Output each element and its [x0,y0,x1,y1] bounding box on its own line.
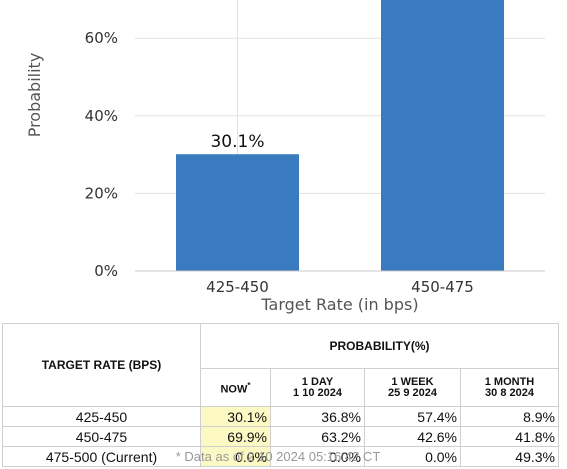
col-header-1-week: 1 WEEK 25 9 2024 [364,368,461,407]
bar [381,0,504,272]
y-tick-label: 20% [85,184,118,202]
rate-cell: 450-475 [2,426,201,447]
x-axis-title: Target Rate (in bps) [260,295,418,314]
one-week-cell: 42.6% [364,426,461,447]
one-month-cell: 8.9% [460,406,559,427]
bar [176,154,299,271]
target-rate-header: TARGET RATE (BPS) [2,323,201,407]
one-month-cell: 41.8% [460,426,559,447]
y-tick-label: 40% [85,107,118,125]
col-header-now: NOW* [200,368,271,407]
one-week-cell: 0.0% [364,446,461,467]
now-cell: 69.9% [200,426,271,447]
one-day-cell: 36.8% [270,406,365,427]
rate-cell: 425-450 [2,406,201,427]
one-day-cell: 63.2% [270,426,365,447]
now-cell: 30.1% [200,406,271,427]
table-row: 450-475 69.9% 63.2% 42.6% 41.8% [2,426,559,447]
table-row: 425-450 30.1% 36.8% 57.4% 8.9% [2,406,559,427]
y-axis-title: Probability [25,53,44,138]
col-header-1-month: 1 MONTH 30 8 2024 [460,368,559,407]
x-tick-label: 450-475 [411,278,474,296]
rate-cell: 475-500 (Current) [2,446,201,467]
col-header-1-day: 1 DAY 1 10 2024 [270,368,365,407]
one-week-cell: 57.4% [364,406,461,427]
one-day-cell: 0.0% [270,446,365,467]
footnote: * Data as of 2 10 2024 05:16:42 CT [175,449,381,464]
probability-table: TARGET RATE (BPS) PROBABILITY(%) NOW* 1 … [2,323,559,467]
table-row: 475-500 (Current) 0.0% 0.0% 0.0% 49.3% [2,446,559,467]
x-tick-label: 425-450 [206,278,269,296]
one-month-cell: 49.3% [460,446,559,467]
y-tick-label: 60% [85,29,118,47]
y-tick-label: 0% [94,262,118,280]
probability-header: PROBABILITY(%) [200,323,559,369]
bar-data-label: 30.1% [210,132,264,152]
probability-chart: 0%20%40%60%30.1%425-45069.9%450-475Targe… [25,0,545,314]
